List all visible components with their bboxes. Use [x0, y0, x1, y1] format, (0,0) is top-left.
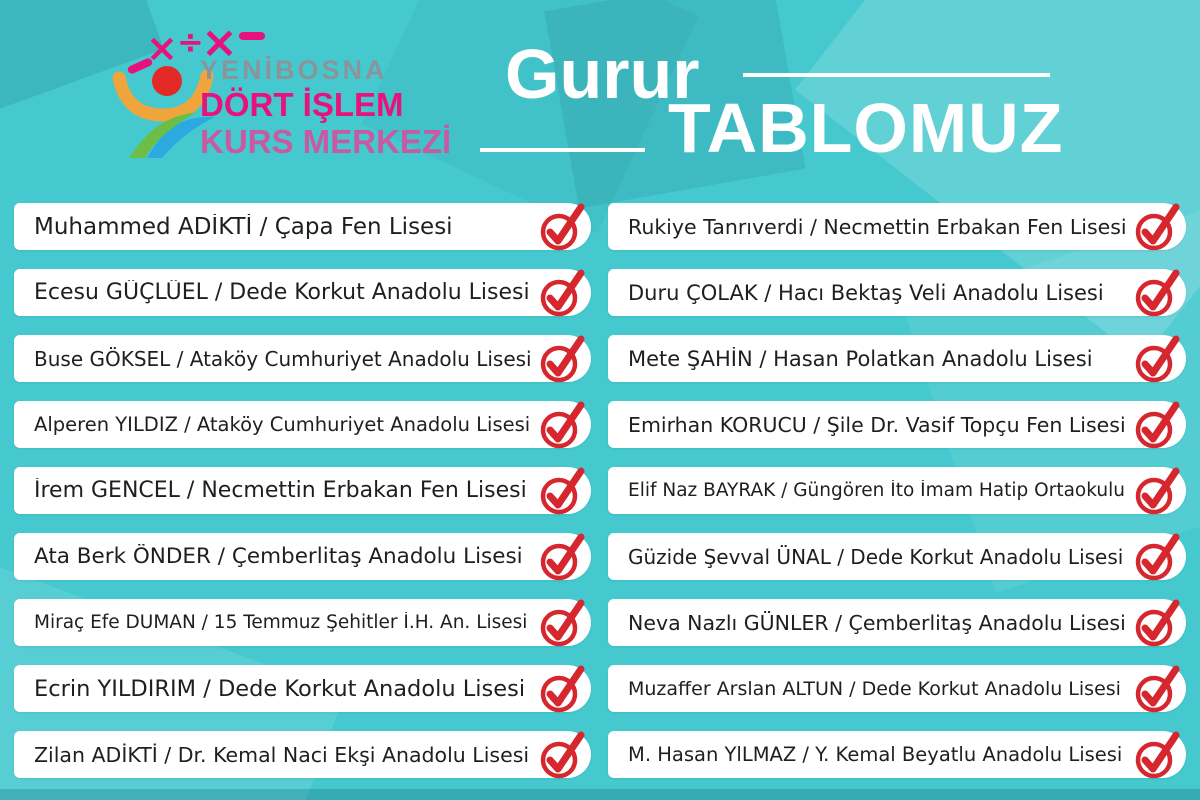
list-item: Buse GÖKSEL / Ataköy Cumhuriyet Anadolu …	[14, 335, 591, 383]
check-icon	[1133, 460, 1181, 518]
check-icon	[1133, 394, 1181, 452]
list-item: Ecesu GÜÇLÜEL / Dede Korkut Anadolu Lise…	[14, 269, 591, 317]
list-item: Alperen YILDIZ / Ataköy Cumhuriyet Anado…	[14, 401, 591, 449]
check-icon	[538, 394, 586, 452]
check-icon	[1133, 724, 1181, 782]
student-entry: Rukiye Tanrıverdi / Necmettin Erbakan Fe…	[628, 214, 1127, 239]
logo-leg-blue	[147, 116, 215, 158]
column-right: Rukiye Tanrıverdi / Necmettin Erbakan Fe…	[608, 203, 1186, 779]
student-entry: Mete ŞAHİN / Hasan Polatkan Anadolu Lise…	[628, 346, 1093, 371]
column-left: Muhammed ADİKTİ / Çapa Fen Lisesi Ecesu …	[14, 203, 591, 779]
student-entry: İrem GENCEL / Necmettin Erbakan Fen Lise…	[34, 478, 527, 503]
list-item: Emirhan KORUCU / Şile Dr. Vasif Topçu Fe…	[608, 401, 1186, 449]
student-entry: Neva Nazlı GÜNLER / Çemberlitaş Anadolu …	[628, 610, 1126, 635]
logo-dash-icon	[239, 32, 265, 40]
check-icon	[538, 196, 586, 254]
title-line-bottom	[480, 148, 645, 152]
student-entry: Zilan ADİKTİ / Dr. Kemal Naci Ekşi Anado…	[34, 742, 530, 767]
check-icon	[538, 658, 586, 716]
title-line-top	[743, 73, 1050, 77]
logo-line-yenibosna: YENİBOSNA	[200, 55, 388, 85]
student-entry: Muzaffer Arslan ALTUN / Dede Korkut Anad…	[628, 677, 1121, 700]
list-item: İrem GENCEL / Necmettin Erbakan Fen Lise…	[14, 467, 591, 515]
list-item: Duru ÇOLAK / Hacı Bektaş Veli Anadolu Li…	[608, 269, 1186, 317]
check-icon	[538, 592, 586, 650]
check-icon	[538, 262, 586, 320]
check-icon	[1133, 328, 1181, 386]
logo-line-dort-islem: DÖRT İŞLEM	[200, 85, 404, 123]
list-item: M. Hasan YlLMAZ / Y. Kemal Beyatlu Anado…	[608, 731, 1186, 779]
background-bottom-strip	[0, 789, 1200, 800]
logo-arms-arc	[112, 69, 214, 122]
list-item: Neva Nazlı GÜNLER / Çemberlitaş Anadolu …	[608, 599, 1186, 647]
list-item: Mete ŞAHİN / Hasan Polatkan Anadolu Lise…	[608, 335, 1186, 383]
check-icon	[1133, 196, 1181, 254]
list-item: Miraç Efe DUMAN / 15 Temmuz Şehitler İ.H…	[14, 599, 591, 647]
student-entry: Elif Naz BAYRAK / Güngören İto İmam Hati…	[628, 480, 1125, 501]
page-title-word1: Gurur	[505, 35, 700, 113]
student-entry: Duru ÇOLAK / Hacı Bektaş Veli Anadolu Li…	[628, 280, 1104, 305]
student-entry: Güzide Şevval ÜNAL / Dede Korkut Anadolu…	[628, 544, 1124, 569]
logo-divide-icon: ÷	[177, 23, 204, 61]
check-icon	[1133, 262, 1181, 320]
logo-text-block: YENİBOSNA DÖRT İŞLEM KURS MERKEZİ	[200, 56, 451, 160]
student-entry: Ata Berk ÖNDER / Çemberlitaş Anadolu Lis…	[34, 544, 523, 569]
check-icon	[1133, 658, 1181, 716]
student-entry: M. Hasan YlLMAZ / Y. Kemal Beyatlu Anado…	[628, 743, 1123, 766]
check-icon	[1133, 526, 1181, 584]
logo-head-circle	[152, 66, 182, 96]
logo-leg-green	[129, 112, 197, 158]
check-icon	[538, 328, 586, 386]
logo-multiply-icon: ×	[201, 18, 238, 68]
check-icon	[538, 724, 586, 782]
student-entry: Miraç Efe DUMAN / 15 Temmuz Şehitler İ.H…	[34, 612, 528, 633]
list-item: Zilan ADİKTİ / Dr. Kemal Naci Ekşi Anado…	[14, 731, 591, 779]
check-icon	[1133, 592, 1181, 650]
math-figure-logo-icon: × ÷ ×	[112, 18, 265, 158]
student-entry: Alperen YILDIZ / Ataköy Cumhuriyet Anado…	[34, 413, 531, 436]
list-item: Rukiye Tanrıverdi / Necmettin Erbakan Fe…	[608, 203, 1186, 251]
student-entry: Ecesu GÜÇLÜEL / Dede Korkut Anadolu Lise…	[34, 280, 530, 305]
page-title-word2: TABLOMUZ	[668, 89, 1064, 167]
list-item: Güzide Şevval ÜNAL / Dede Korkut Anadolu…	[608, 533, 1186, 581]
check-icon	[538, 526, 586, 584]
student-entry: Emirhan KORUCU / Şile Dr. Vasif Topçu Fe…	[628, 412, 1126, 437]
logo-line-kurs-merkezi: KURS MERKEZİ	[200, 122, 452, 160]
student-entry: Ecrin YILDIRIM / Dede Korkut Anadolu Lis…	[34, 675, 526, 702]
logo-dash-icon	[127, 58, 153, 74]
list-item: Elif Naz BAYRAK / Güngören İto İmam Hati…	[608, 467, 1186, 515]
list-item: Ata Berk ÖNDER / Çemberlitaş Anadolu Lis…	[14, 533, 591, 581]
list-item: Muhammed ADİKTİ / Çapa Fen Lisesi	[14, 203, 591, 251]
list-item: Muzaffer Arslan ALTUN / Dede Korkut Anad…	[608, 665, 1186, 713]
student-entry: Muhammed ADİKTİ / Çapa Fen Lisesi	[34, 213, 453, 240]
list-item: Ecrin YILDIRIM / Dede Korkut Anadolu Lis…	[14, 665, 591, 713]
check-icon	[538, 460, 586, 518]
student-entry: Buse GÖKSEL / Ataköy Cumhuriyet Anadolu …	[34, 346, 532, 371]
logo-multiply-icon: ×	[146, 26, 178, 70]
